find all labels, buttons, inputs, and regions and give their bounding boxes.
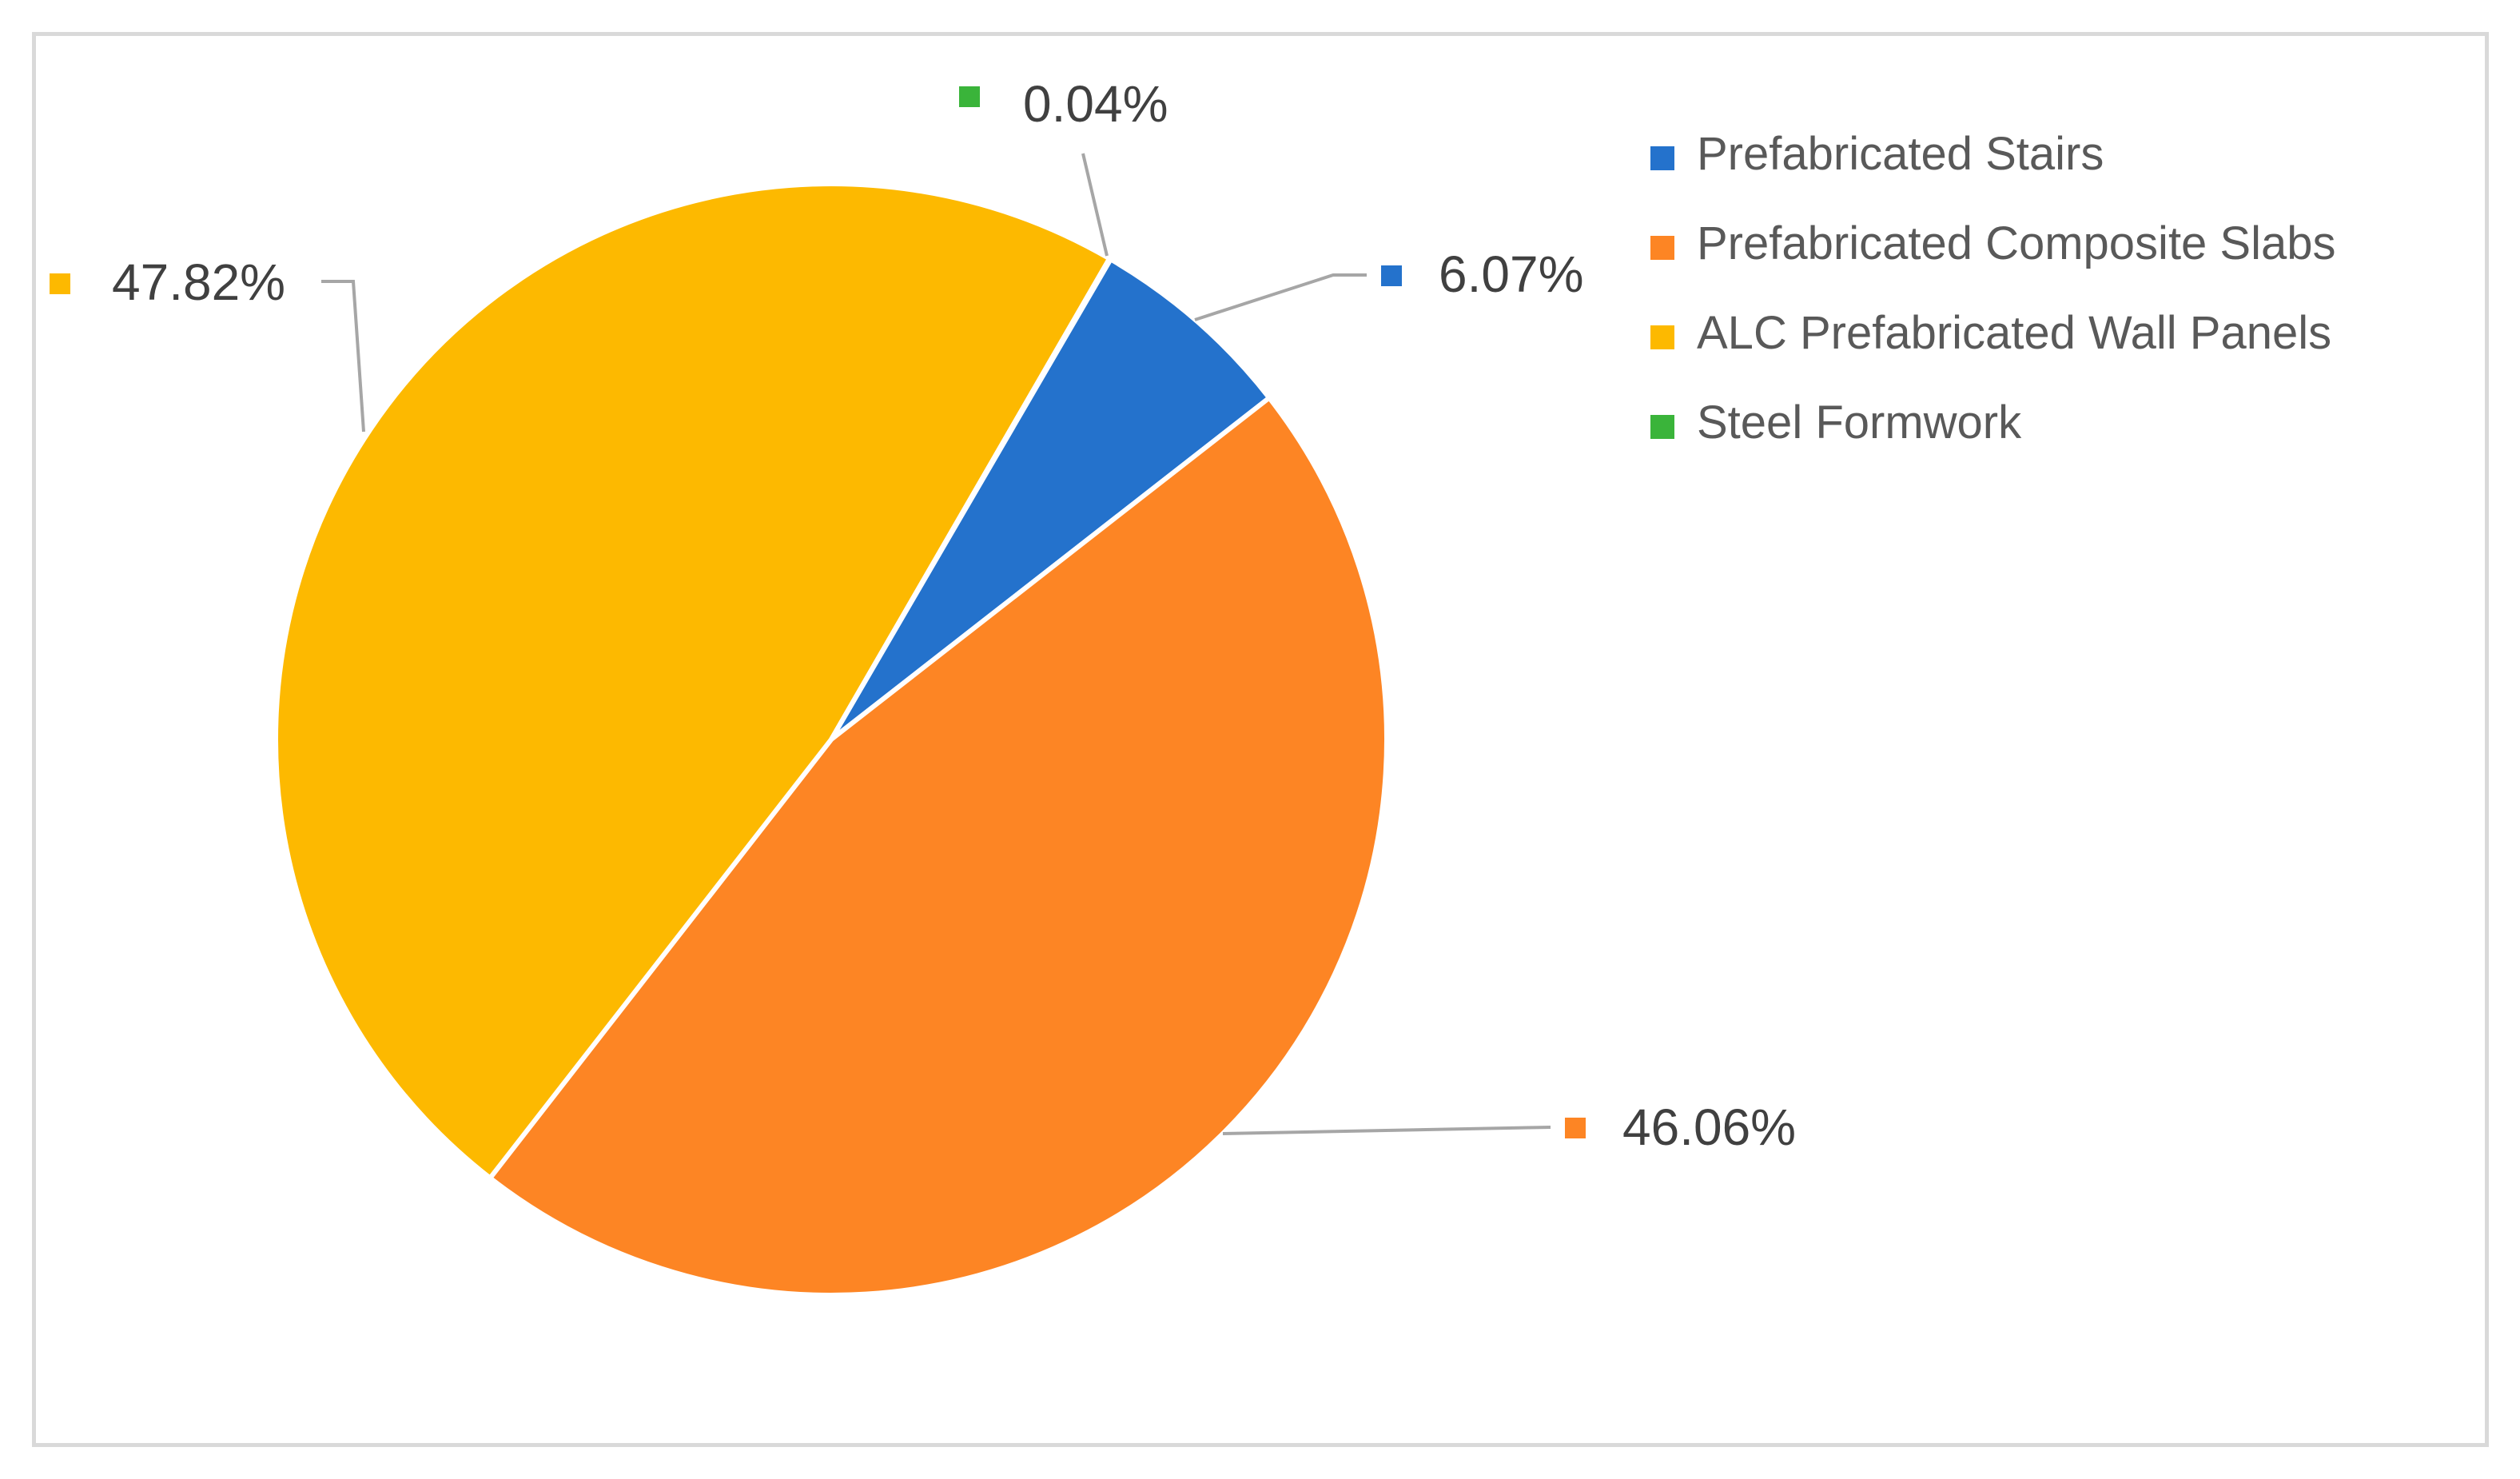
data-label-steel-formwork: 0.04% (1023, 75, 1168, 133)
legend-swatch-steel-formwork (1650, 415, 1674, 439)
data-label-alc-prefabricated-wall-panels: 47.82% (112, 253, 285, 311)
legend: Prefabricated Stairs Prefabricated Compos… (1650, 128, 2336, 448)
data-label-marker-alc-prefabricated-wall-panels (50, 273, 70, 294)
leader-line-prefabricated-stairs (1194, 273, 1367, 321)
data-label-prefabricated-composite-slabs: 46.06% (1622, 1098, 1796, 1156)
leader-lines (321, 153, 1551, 1135)
leader-line-steel-formwork (1081, 153, 1109, 257)
legend-swatch-prefabricated-stairs (1650, 146, 1674, 170)
pie-slice-prefabricated-stairs (829, 256, 1273, 742)
pie-slices (273, 181, 1389, 1298)
pie-slice-alc-prefabricated-wall-panels (273, 181, 1113, 1182)
legend-swatch-prefabricated-composite-slabs (1650, 236, 1674, 260)
legend-swatch-alc-prefabricated-wall-panels (1650, 325, 1674, 349)
data-label-prefabricated-stairs: 6.07% (1439, 245, 1583, 303)
legend-label-steel-formwork: Steel Formwork (1697, 397, 2022, 448)
pie-slice-steel-formwork (829, 255, 1114, 741)
leader-line-alc-prefabricated-wall-panels (321, 280, 365, 433)
legend-label-prefabricated-stairs: Prefabricated Stairs (1697, 128, 2104, 180)
leader-line-prefabricated-composite-slabs (1222, 1126, 1551, 1135)
data-label-marker-steel-formwork (959, 86, 980, 107)
data-label-marker-prefabricated-stairs (1381, 265, 1402, 286)
legend-label-prefabricated-composite-slabs: Prefabricated Composite Slabs (1697, 217, 2336, 269)
data-labels: 6.07% 46.06% 47.82% 0.04% (50, 75, 1796, 1156)
legend-label-alc-prefabricated-wall-panels: ALC Prefabricated Wall Panels (1697, 307, 2331, 359)
data-label-marker-prefabricated-composite-slabs (1565, 1118, 1586, 1138)
